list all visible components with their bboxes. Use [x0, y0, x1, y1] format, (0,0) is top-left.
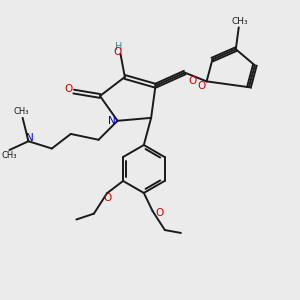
Text: O: O — [113, 46, 122, 57]
Text: CH₃: CH₃ — [14, 107, 29, 116]
Text: O: O — [189, 76, 197, 86]
Text: O: O — [103, 194, 111, 203]
Text: CH₃: CH₃ — [1, 151, 16, 160]
Text: CH₃: CH₃ — [232, 17, 248, 26]
Text: O: O — [155, 208, 163, 218]
Text: H: H — [115, 42, 123, 52]
Text: O: O — [197, 81, 206, 91]
Text: O: O — [64, 84, 73, 94]
Text: N: N — [108, 116, 116, 126]
Text: N: N — [26, 133, 34, 143]
